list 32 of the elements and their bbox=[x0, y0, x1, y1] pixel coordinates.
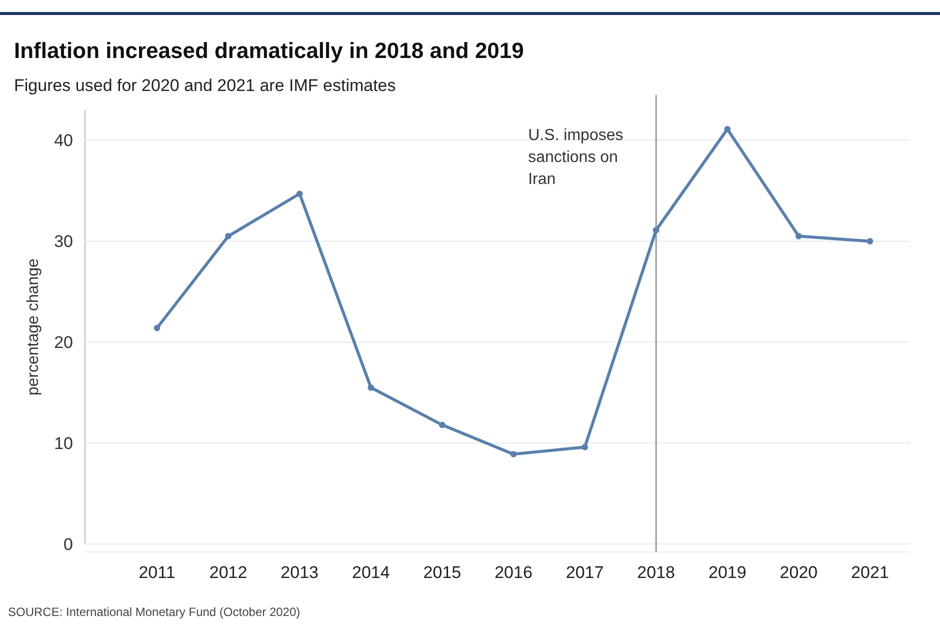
x-tick-label: 2021 bbox=[851, 563, 889, 582]
x-tick-label: 2011 bbox=[138, 563, 176, 582]
point bbox=[439, 422, 446, 428]
y-tick-label: 30 bbox=[54, 232, 73, 252]
point bbox=[582, 444, 588, 450]
point bbox=[866, 238, 874, 244]
source-note: SOURCE: International Monetary Fund (October 2020) bbox=[8, 605, 300, 619]
point bbox=[368, 384, 374, 391]
point bbox=[652, 226, 660, 234]
point bbox=[296, 190, 303, 197]
point bbox=[796, 232, 802, 240]
point bbox=[510, 450, 517, 458]
y-tick-label: 10 bbox=[54, 434, 73, 454]
y-tick-label: 0 bbox=[64, 534, 73, 554]
x-tick-label: 2017 bbox=[566, 563, 604, 582]
chart-title: Inflation increased dramatically in 2018 and 2019 bbox=[14, 38, 524, 63]
x-tick-label: 2015 bbox=[423, 563, 462, 582]
point bbox=[154, 324, 160, 332]
x-tick-label: 2013 bbox=[280, 563, 319, 582]
x-tick-label: 2019 bbox=[708, 563, 746, 582]
x-tick-label: 2014 bbox=[352, 563, 390, 582]
chart-subtitle: Figures used for 2020 and 2021 are IMF estimates bbox=[14, 76, 396, 95]
x-tick-label: 2016 bbox=[494, 563, 532, 582]
point bbox=[724, 126, 731, 132]
y-tick-label: 20 bbox=[54, 333, 73, 352]
x-tick-label: 2020 bbox=[780, 563, 818, 582]
ref-line-label: U.S. imposes sanctions on Iran bbox=[528, 127, 624, 188]
y-axis-title: percentage change bbox=[25, 258, 42, 396]
x-tick-label: 2018 bbox=[637, 563, 676, 582]
y-tick-label: 40 bbox=[54, 131, 73, 150]
x-tick-label: 2012 bbox=[209, 563, 248, 582]
point bbox=[225, 232, 232, 240]
